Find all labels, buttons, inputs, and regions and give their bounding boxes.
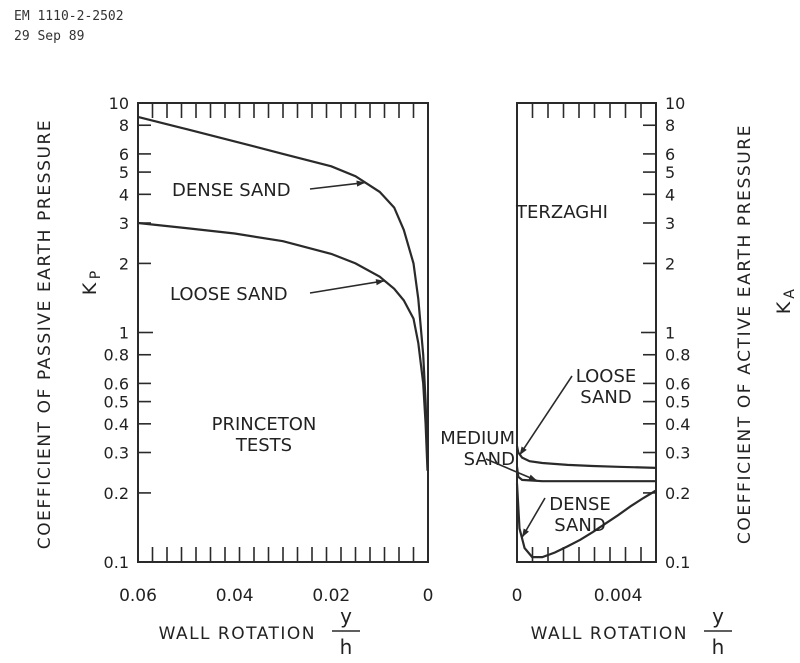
passive-x-axis-label-numerator: y [340, 604, 352, 628]
active-series-line-medium-sand [515, 466, 656, 483]
passive-x-axis-label: WALL ROTATION [159, 624, 316, 644]
passive-series-line-dense-sand [137, 115, 429, 460]
active-y-tick-label: 4 [665, 185, 675, 204]
passive-y-tick-label: 10 [109, 94, 129, 113]
passive-arrow-loose-sand [309, 280, 385, 294]
active-series-line-loose-sand [515, 445, 657, 469]
active-legend-label-loose-sand: SAND [580, 387, 631, 408]
active-x-axis-label-numerator: y [712, 604, 724, 628]
passive-legend-label-dense-sand: DENSE SAND [172, 180, 291, 201]
passive-arrowhead-dense-sand [356, 180, 366, 187]
active-pressure-panel: 0.1 0.2 0.3 0.4 0.50.6 0.8 1 2 3 4 56 8 10 0 0.004 LOOS… [440, 94, 798, 659]
active-arrow-loose-sand [518, 375, 573, 456]
passive-y-tick-label: 0.2 [104, 484, 129, 503]
active-y-tick-label: 10 [665, 94, 685, 113]
passive-x-axis-label-denominator: h [340, 635, 353, 659]
passive-series-line-loose-sand [137, 221, 429, 471]
passive-y-tick-label: 0.8 [104, 346, 129, 365]
passive-annotation-princeton: TESTS [235, 435, 292, 456]
active-y-tick-label: 0.6 [665, 374, 690, 393]
passive-y-tick-label: 0.4 [104, 415, 129, 434]
active-y-tick-label: 8 [665, 116, 675, 135]
active-x-tick-label: 0.004 [594, 586, 643, 606]
passive-plot-frame [137, 102, 429, 563]
active-legend-label-dense-sand: SAND [554, 515, 605, 536]
active-x-tick-label: 0 [512, 586, 523, 606]
passive-y-tick-label: 2 [119, 254, 129, 273]
active-y-tick-label: 0.8 [665, 346, 690, 365]
active-legend-label-medium-sand: MEDIUM [440, 428, 515, 449]
passive-y-axis-label: COEFFICIENT OF PASSIVE EARTH PRESSURE [35, 119, 55, 550]
passive-arrow-dense-sand [309, 181, 366, 190]
passive-arrowhead-loose-sand [375, 279, 385, 286]
passive-y-tick-label: 0.6 [104, 374, 129, 393]
active-y-tick-label: 0.5 [665, 393, 690, 412]
active-series-line-dense-sand [515, 483, 657, 559]
active-y-tick-label: 0.4 [665, 415, 690, 434]
passive-y-tick-label: 0.3 [104, 444, 129, 463]
active-y-axis-symbol: K [773, 301, 795, 314]
active-y-tick-label: 0.3 [665, 444, 690, 463]
document-date: 29 Sep 89 [14, 29, 85, 44]
passive-y-tick-label: 6 [119, 145, 129, 164]
active-y-tick-label: 0.1 [665, 553, 690, 572]
active-y-tick-label: 3 [665, 214, 675, 233]
passive-legend-label-loose-sand: LOOSE SAND [170, 284, 288, 305]
active-legend-label-medium-sand: SAND [464, 449, 515, 470]
passive-x-tick-label: 0.06 [119, 586, 157, 606]
active-y-tick-label: 1 [665, 324, 675, 343]
passive-x-tick-label: 0.02 [312, 586, 350, 606]
passive-y-tick-label: 8 [119, 116, 129, 135]
passive-y-tick-label: 5 [119, 163, 129, 182]
active-legend-label-dense-sand: DENSE [549, 494, 611, 515]
active-y-axis-label: COEFFICIENT OF ACTIVE EARTH PRESSURE [735, 124, 755, 544]
active-x-axis-label: WALL ROTATION [531, 624, 688, 644]
passive-pressure-panel: 0.1 0.2 0.3 0.4 0.50.6 0.8 1 2 3 4 56 8 10 0.06 0.04 0.… [35, 94, 433, 659]
passive-y-tick-label: 0.1 [104, 553, 129, 572]
active-arrowhead-loose-sand [519, 446, 527, 456]
active-arrowhead-dense-sand [522, 528, 529, 538]
passive-y-tick-label: 4 [119, 185, 129, 204]
passive-y-axis-symbol: K [79, 282, 101, 295]
passive-x-tick-label: 0 [423, 586, 434, 606]
passive-y-tick-label: 0.5 [104, 393, 129, 412]
passive-annotation-princeton: PRINCETON [212, 414, 317, 435]
active-legend-label-loose-sand: LOOSE [576, 366, 637, 387]
active-y-tick-label: 6 [665, 145, 675, 164]
passive-y-axis-symbol-subscript: P [88, 271, 104, 279]
active-y-tick-label: 2 [665, 254, 675, 273]
active-arrow-medium-sand [485, 458, 538, 482]
active-arrowhead-medium-sand [528, 474, 538, 481]
document-id: EM 1110-2-2502 [14, 9, 124, 24]
passive-y-tick-label: 1 [119, 324, 129, 343]
passive-x-tick-label: 0.04 [216, 586, 254, 606]
active-annotation-terzaghi: TERZAGHI [515, 202, 608, 223]
active-y-tick-label: 5 [665, 163, 675, 182]
active-y-tick-label: 0.2 [665, 484, 690, 503]
active-x-axis-label-denominator: h [712, 635, 725, 659]
passive-y-tick-label: 3 [119, 214, 129, 233]
active-y-axis-symbol-subscript: A [782, 289, 798, 299]
